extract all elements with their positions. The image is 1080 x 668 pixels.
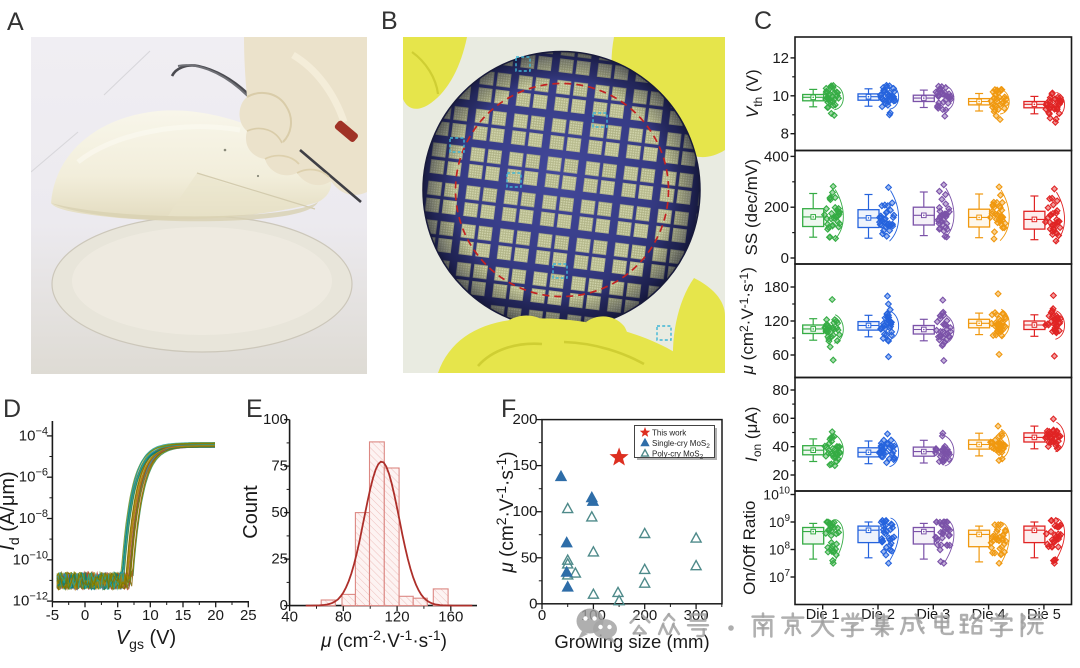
svg-text:200: 200 (764, 199, 789, 216)
svg-text:10−6: 10−6 (19, 467, 48, 486)
svg-text:100: 100 (263, 411, 288, 428)
svg-text:Poly-cry MoS2: Poly-cry MoS2 (652, 450, 704, 461)
svg-text:1010: 1010 (763, 486, 790, 503)
svg-text:Single-cry MoS2: Single-cry MoS2 (652, 439, 710, 450)
svg-text:12: 12 (772, 50, 789, 67)
svg-text:SS (dec/mV): SS (dec/mV) (742, 159, 761, 255)
svg-text:C: C (754, 7, 772, 35)
svg-text:Vgs (V): Vgs (V) (116, 627, 176, 652)
svg-text:μ (cm2·V-1·s-1): μ (cm2·V-1·s-1) (493, 451, 518, 573)
svg-text:10−10: 10−10 (13, 549, 48, 568)
svg-text:A: A (7, 8, 24, 36)
svg-text:0: 0 (81, 607, 89, 624)
svg-text:200: 200 (632, 607, 657, 624)
svg-text:Id (A/μm): Id (A/μm) (0, 471, 22, 550)
svg-text:75: 75 (271, 458, 288, 475)
svg-text:100: 100 (512, 503, 537, 520)
svg-text:10−8: 10−8 (19, 508, 48, 527)
svg-text:0: 0 (529, 595, 537, 612)
svg-text:Die 3: Die 3 (916, 607, 950, 623)
svg-text:0: 0 (280, 597, 288, 614)
svg-text:μ (cm2·V-1·s-1): μ (cm2·V-1·s-1) (737, 267, 757, 375)
svg-text:On/Off Ratio: On/Off Ratio (740, 501, 759, 595)
svg-text:-5: -5 (46, 607, 59, 624)
svg-text:F: F (501, 395, 516, 423)
svg-text:μ (cm-2·V-1·s-1): μ (cm-2·V-1·s-1) (320, 627, 447, 652)
svg-text:10−12: 10−12 (13, 591, 48, 610)
svg-text:60: 60 (772, 347, 789, 364)
svg-text:80: 80 (772, 382, 789, 399)
svg-text:109: 109 (769, 513, 791, 530)
svg-text:120: 120 (385, 609, 410, 626)
svg-text:20: 20 (772, 467, 789, 484)
svg-text:Count: Count (240, 485, 262, 539)
svg-text:0: 0 (781, 250, 789, 267)
svg-text:10: 10 (142, 607, 159, 624)
svg-text:160: 160 (438, 609, 463, 626)
svg-text:120: 120 (764, 313, 789, 330)
svg-text:E: E (246, 395, 263, 423)
svg-text:50: 50 (521, 549, 538, 566)
svg-text:40: 40 (281, 609, 298, 626)
svg-text:15: 15 (175, 607, 192, 624)
svg-text:Ion (μA): Ion (μA) (742, 407, 764, 462)
svg-text:D: D (3, 395, 21, 423)
svg-text:0: 0 (538, 607, 546, 624)
svg-text:50: 50 (271, 504, 288, 521)
svg-text:This work: This work (652, 429, 687, 438)
svg-text:40: 40 (772, 439, 789, 456)
svg-text:5: 5 (114, 607, 122, 624)
svg-text:150: 150 (512, 457, 537, 474)
svg-text:25: 25 (240, 607, 257, 624)
svg-text:10−4: 10−4 (19, 425, 48, 444)
svg-text:200: 200 (512, 411, 537, 428)
svg-text:108: 108 (769, 541, 791, 558)
svg-text:20: 20 (207, 607, 224, 624)
svg-text:80: 80 (335, 609, 352, 626)
svg-text:8: 8 (781, 126, 789, 143)
svg-text:Vth (V): Vth (V) (743, 69, 765, 118)
svg-text:180: 180 (764, 279, 789, 296)
svg-text:25: 25 (271, 551, 288, 568)
svg-text:B: B (381, 7, 398, 35)
svg-text:Growing size (mm): Growing size (mm) (554, 631, 709, 652)
svg-text:107: 107 (769, 568, 791, 585)
svg-text:60: 60 (772, 410, 789, 427)
svg-text:400: 400 (764, 148, 789, 165)
svg-text:10: 10 (772, 88, 789, 105)
